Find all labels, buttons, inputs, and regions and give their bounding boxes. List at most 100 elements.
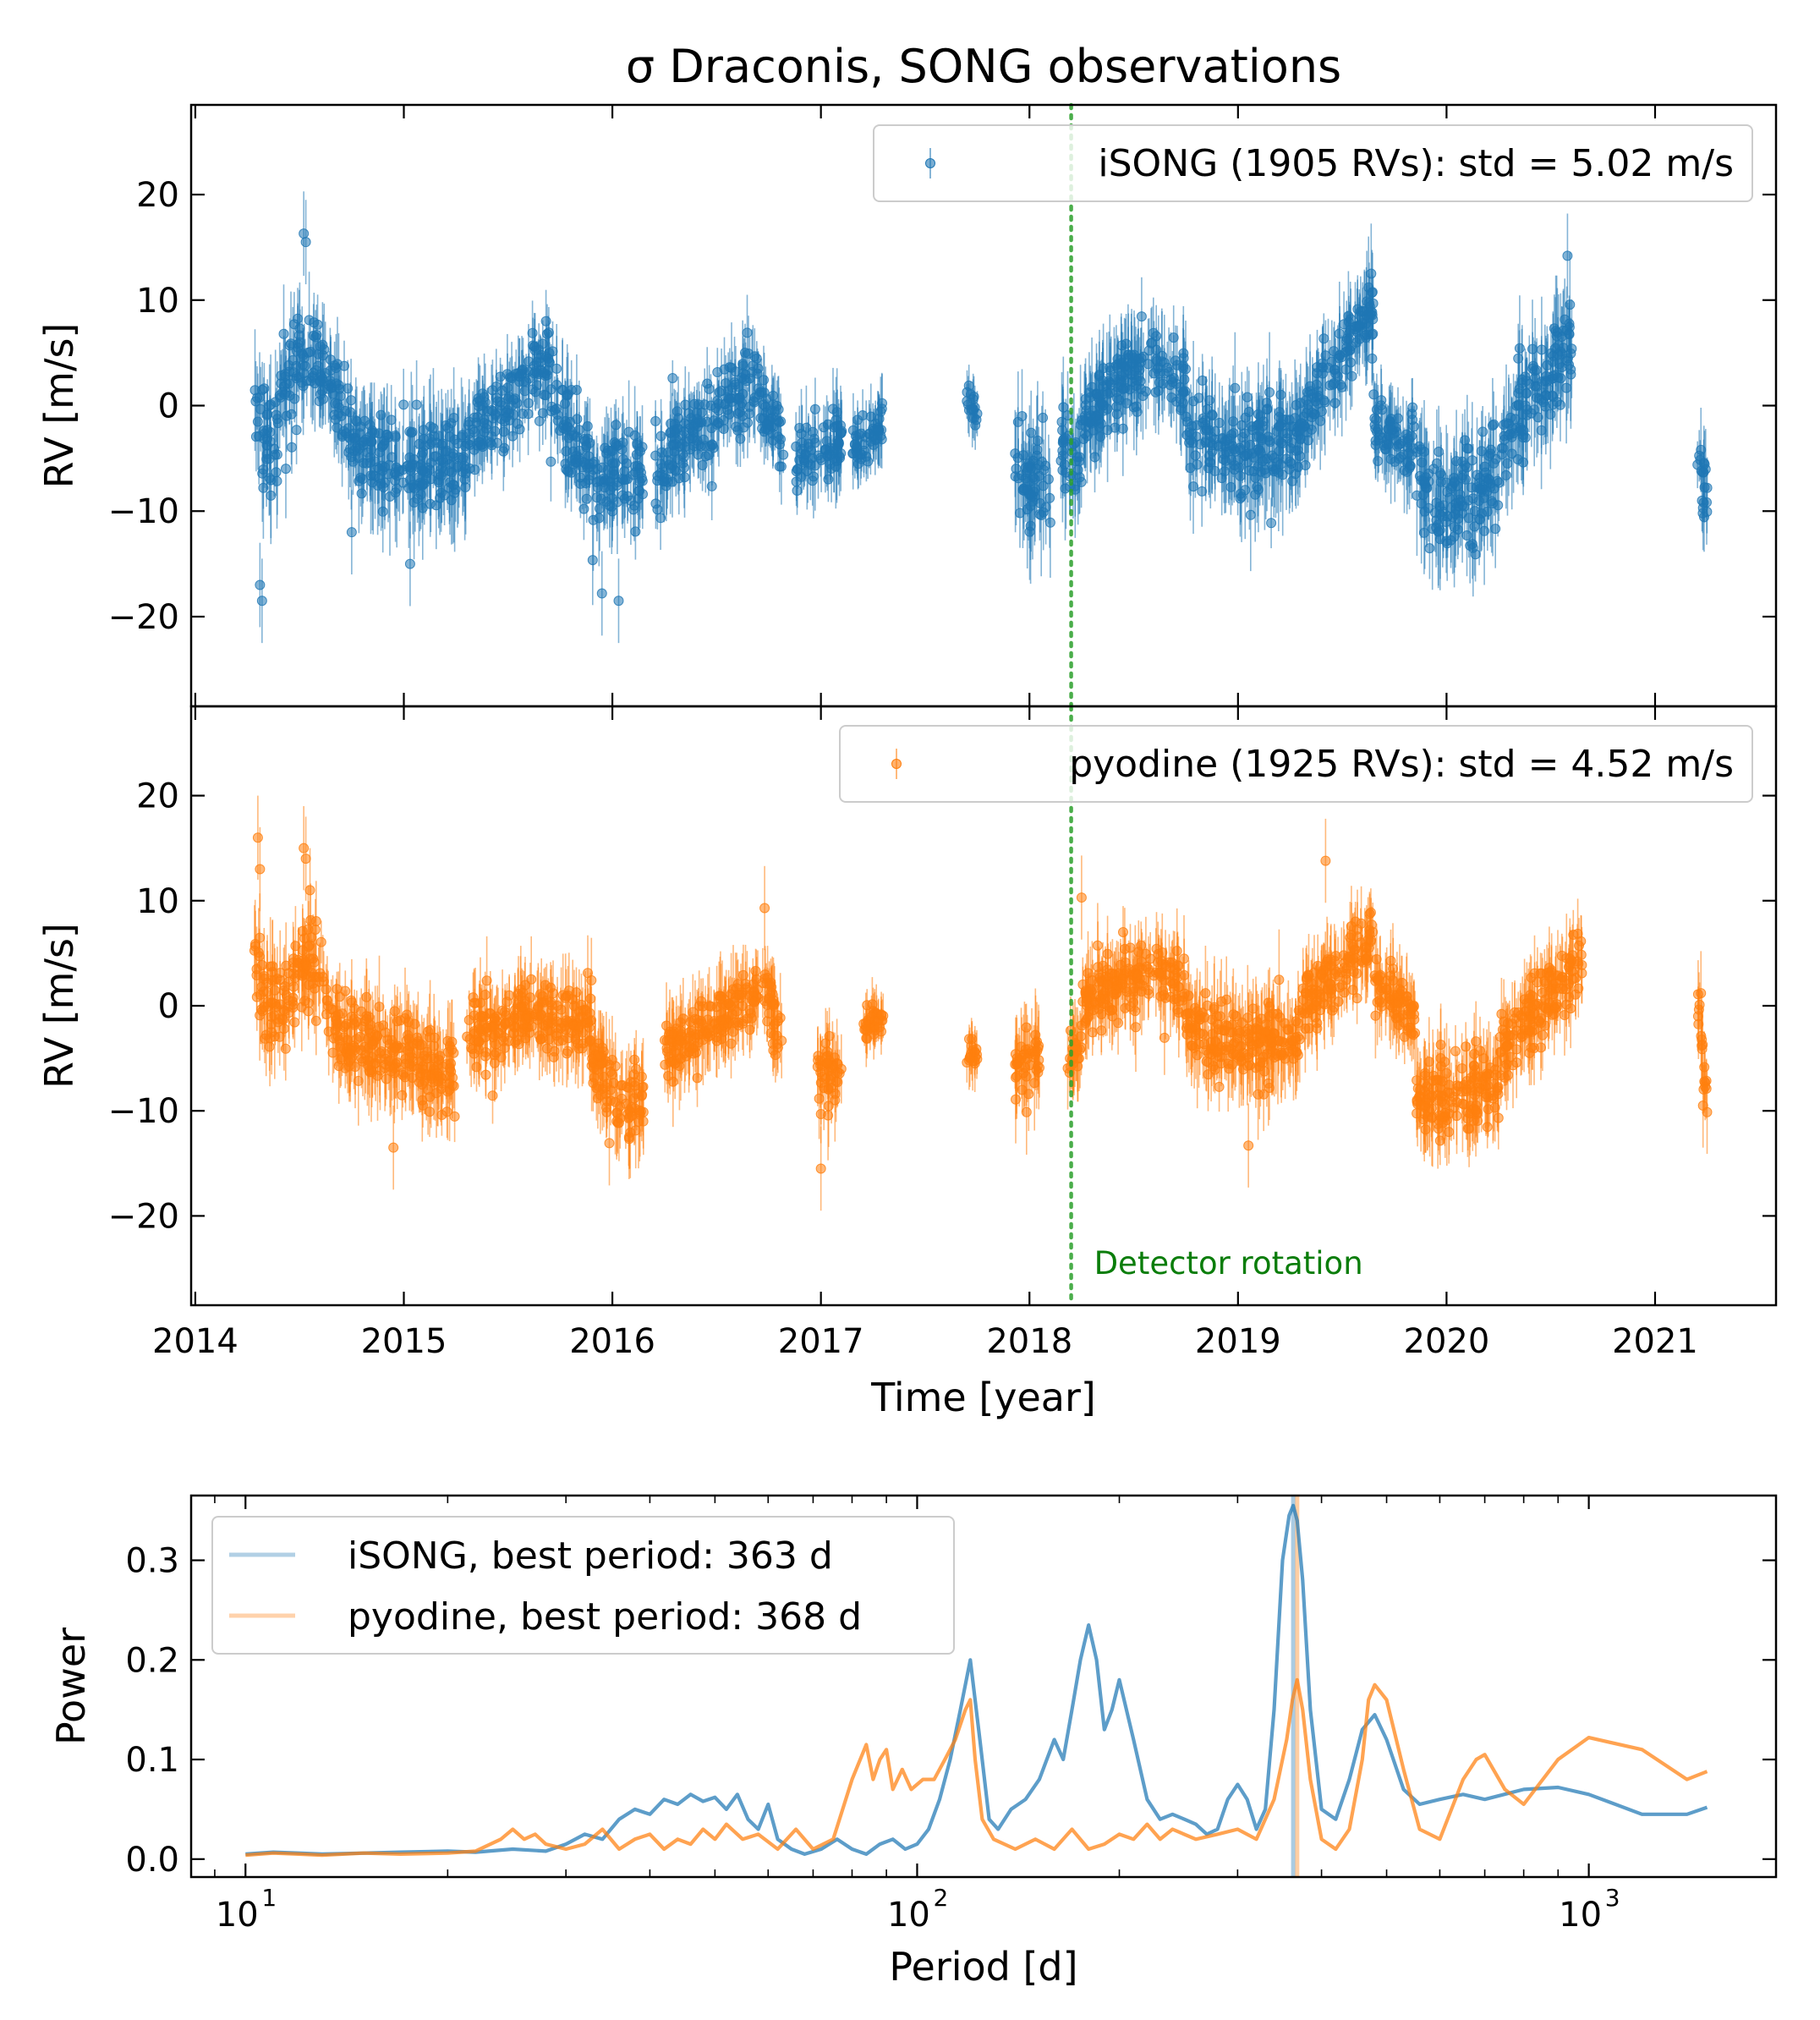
isong-point <box>821 436 832 447</box>
isong-point <box>1143 345 1154 356</box>
isong-point <box>735 433 746 444</box>
isong-point <box>1564 318 1575 329</box>
isong-point <box>1542 360 1553 371</box>
isong-point <box>629 430 640 441</box>
isong-point <box>703 450 714 460</box>
isong-point <box>778 449 789 460</box>
isong-point <box>293 313 303 324</box>
isong-point <box>346 395 357 406</box>
isong-point <box>1242 392 1253 403</box>
isong-point <box>752 368 763 379</box>
isong-point <box>1061 433 1072 444</box>
isong-point <box>402 461 413 472</box>
isong-point <box>667 373 678 383</box>
isong-point <box>1561 382 1572 393</box>
isong-point <box>255 403 266 414</box>
isong-point <box>1038 412 1049 423</box>
isong-point <box>284 390 295 401</box>
pyodine-points <box>249 795 1713 1211</box>
isong-point <box>1022 504 1033 515</box>
isong-point <box>281 464 291 475</box>
isong-point <box>417 502 428 513</box>
isong-point <box>1154 377 1165 388</box>
isong-point <box>1329 398 1340 409</box>
isong-point <box>1277 438 1288 449</box>
isong-point <box>1255 466 1266 477</box>
isong-point <box>1302 399 1313 410</box>
isong-point <box>1424 543 1435 554</box>
isong-point <box>278 328 289 339</box>
isong-point <box>1135 376 1146 387</box>
isong-point <box>367 425 378 436</box>
isong-point <box>1039 464 1049 475</box>
isong-point <box>1225 481 1236 492</box>
isong-point <box>1078 434 1089 444</box>
isong-point <box>1438 500 1449 511</box>
isong-point <box>1500 469 1511 480</box>
isong-point <box>1154 368 1165 379</box>
isong-point <box>633 493 644 504</box>
isong-point <box>386 452 397 463</box>
isong-point <box>1346 314 1357 325</box>
isong-point <box>1197 375 1208 386</box>
isong-point <box>361 458 372 469</box>
isong-point <box>425 439 436 450</box>
isong-point <box>776 416 787 427</box>
isong-point <box>1138 391 1148 401</box>
isong-point <box>1488 419 1499 430</box>
isong-point <box>792 486 803 496</box>
isong-point <box>557 385 567 396</box>
isong-point <box>767 428 778 439</box>
isong-point <box>472 412 483 423</box>
isong-point <box>261 453 272 464</box>
isong-point <box>1202 404 1213 415</box>
isong-point <box>1409 421 1419 432</box>
isong-point <box>258 482 269 493</box>
isong-point <box>535 365 546 376</box>
isong-point <box>1165 374 1176 385</box>
isong-point <box>1417 457 1428 468</box>
isong-point <box>1516 374 1527 385</box>
isong-point <box>1496 449 1507 460</box>
isong-point <box>1557 349 1568 360</box>
isong-point <box>1460 435 1471 446</box>
y-axis-label: RV [m/s] <box>36 323 82 489</box>
isong-point <box>1385 414 1396 424</box>
isong-point <box>1269 466 1280 477</box>
isong-point <box>1192 459 1203 470</box>
isong-point <box>1371 414 1382 425</box>
isong-point <box>390 469 400 480</box>
isong-point <box>362 447 373 458</box>
isong-point <box>1455 489 1466 500</box>
isong-point <box>1444 492 1455 503</box>
isong-point <box>1536 394 1547 405</box>
isong-point <box>1184 427 1195 438</box>
isong-point <box>1179 374 1190 385</box>
isong-point <box>444 431 455 442</box>
isong-point <box>318 393 329 404</box>
isong-point <box>411 399 422 410</box>
isong-point <box>809 403 820 414</box>
isong-point <box>724 409 735 420</box>
isong-point <box>1477 426 1488 437</box>
isong-point <box>1105 379 1116 390</box>
isong-point <box>1317 358 1328 369</box>
isong-point <box>1274 411 1285 422</box>
isong-point <box>1398 436 1408 447</box>
isong-point <box>560 398 570 409</box>
isong-point <box>869 425 880 436</box>
isong-point <box>1479 525 1490 536</box>
isong-point <box>1150 387 1161 398</box>
isong-point <box>871 434 882 445</box>
isong-point <box>1162 362 1173 373</box>
isong-point <box>409 483 420 494</box>
isong-point <box>1548 392 1559 403</box>
isong-point <box>1434 447 1444 457</box>
isong-point <box>365 436 376 447</box>
isong-point <box>1351 321 1362 332</box>
isong-point <box>1116 340 1127 351</box>
isong-point <box>420 475 431 486</box>
isong-point <box>1546 348 1556 359</box>
isong-point <box>1368 328 1379 339</box>
isong-point <box>652 475 663 486</box>
